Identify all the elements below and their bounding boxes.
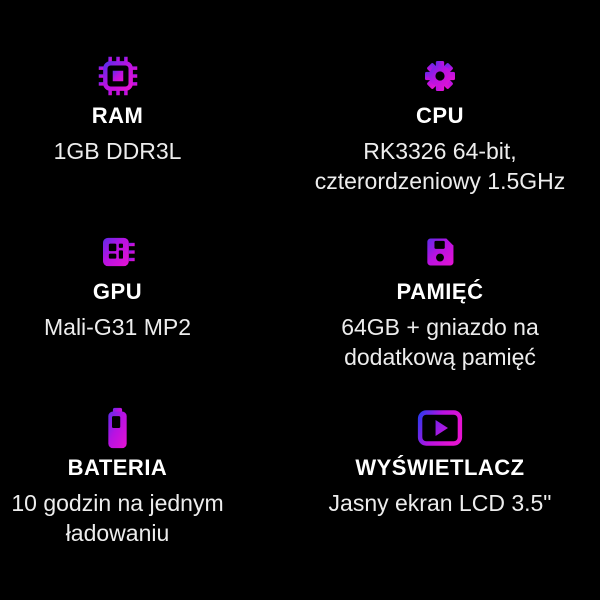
cpu-gear-icon (420, 54, 460, 98)
spec-card-cpu: CPU RK3326 64-bit, czterordzeniowy 1.5GH… (295, 54, 585, 230)
spec-card-ram: RAM 1GB DDR3L (0, 54, 235, 230)
ram-chip-icon (97, 54, 139, 98)
spec-card-display: WYŚWIETLACZ Jasny ekran LCD 3.5" (295, 406, 585, 582)
spec-card-battery: BATERIA 10 godzin na jednym ładowaniu (0, 406, 235, 582)
spec-value: Jasny ekran LCD 3.5" (328, 490, 552, 516)
battery-icon (101, 406, 134, 450)
spec-value: Mali-G31 MP2 (44, 314, 191, 340)
spec-label: GPU (92, 279, 143, 304)
spec-label: BATERIA (67, 455, 168, 480)
spec-value: 64GB + gniazdo na dodatkową pamięć (341, 314, 539, 370)
spec-value: 10 godzin na jednym ładowaniu (11, 490, 224, 546)
display-play-icon (417, 406, 463, 450)
spec-label: CPU (416, 103, 464, 128)
spec-value: 1GB DDR3L (53, 138, 182, 164)
spec-label: PAMIĘĆ (396, 279, 484, 304)
spec-value: RK3326 64-bit, czterordzeniowy 1.5GHz (314, 138, 566, 194)
gpu-card-icon (98, 230, 138, 274)
spec-card-memory: PAMIĘĆ 64GB + gniazdo na dodatkową pamię… (295, 230, 585, 406)
spec-label: RAM (91, 103, 144, 128)
spec-label: WYŚWIETLACZ (355, 455, 525, 480)
memory-floppy-icon (421, 230, 459, 274)
spec-card-gpu: GPU Mali-G31 MP2 (0, 230, 235, 406)
